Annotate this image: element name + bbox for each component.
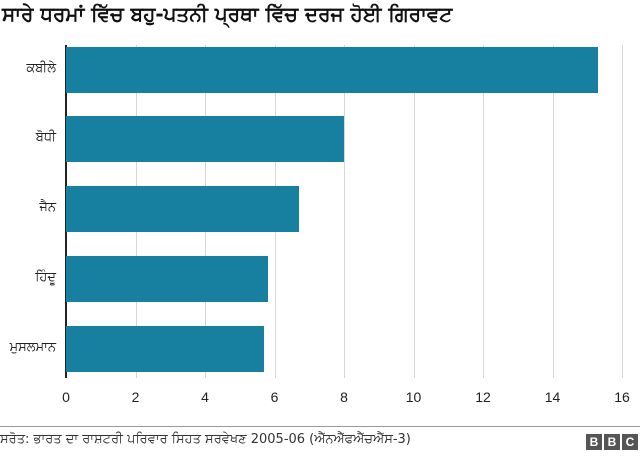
gridline	[553, 45, 554, 378]
source-note: ਸਰੋਤ: ਭਾਰਤ ਦਾ ਰਾਸ਼ਟਰੀ ਪਰਿਵਾਰ ਸਿਹਤ ਸਰਵੇਖਣ…	[0, 432, 411, 447]
x-tick-label: 2	[131, 389, 140, 405]
gridline	[414, 45, 415, 378]
x-tick-label: 16	[614, 389, 630, 405]
category-label: ਜੈਨ	[39, 200, 56, 215]
x-tick-label: 14	[544, 389, 561, 405]
chart-title: ਸਾਰੇ ਧਰਮਾਂ ਵਿੱਚ ਬਹੁ-ਪਤਨੀ ਪ੍ਰਥਾ ਵਿੱਚ ਦਰਜ …	[2, 2, 453, 26]
x-tick-label: 4	[201, 389, 209, 405]
category-label: ਕਬੀਲੇ	[26, 61, 56, 76]
gridline	[622, 45, 623, 378]
category-label: ਮੁਸਲਮਾਨ	[9, 340, 56, 355]
bar	[66, 256, 268, 302]
bbc-logo: B B C	[586, 434, 638, 450]
plot-area	[65, 45, 623, 378]
footer-divider	[0, 426, 640, 427]
category-label: ਹਿੰਦੂ	[35, 270, 56, 285]
x-tick-label: 8	[340, 389, 348, 405]
bar	[66, 116, 344, 162]
bar	[66, 186, 299, 232]
logo-letter: B	[604, 434, 620, 450]
category-label: ਬੋਧੀ	[35, 130, 56, 145]
x-tick-label: 10	[405, 389, 422, 405]
bar	[66, 47, 598, 93]
x-tick-label: 6	[270, 389, 279, 405]
logo-letter: C	[622, 434, 638, 450]
logo-letter: B	[586, 434, 602, 450]
gridline	[344, 45, 345, 378]
x-tick-label: 12	[475, 389, 491, 405]
x-tick-label: 0	[62, 389, 70, 405]
gridline	[483, 45, 484, 378]
bar	[66, 326, 264, 372]
